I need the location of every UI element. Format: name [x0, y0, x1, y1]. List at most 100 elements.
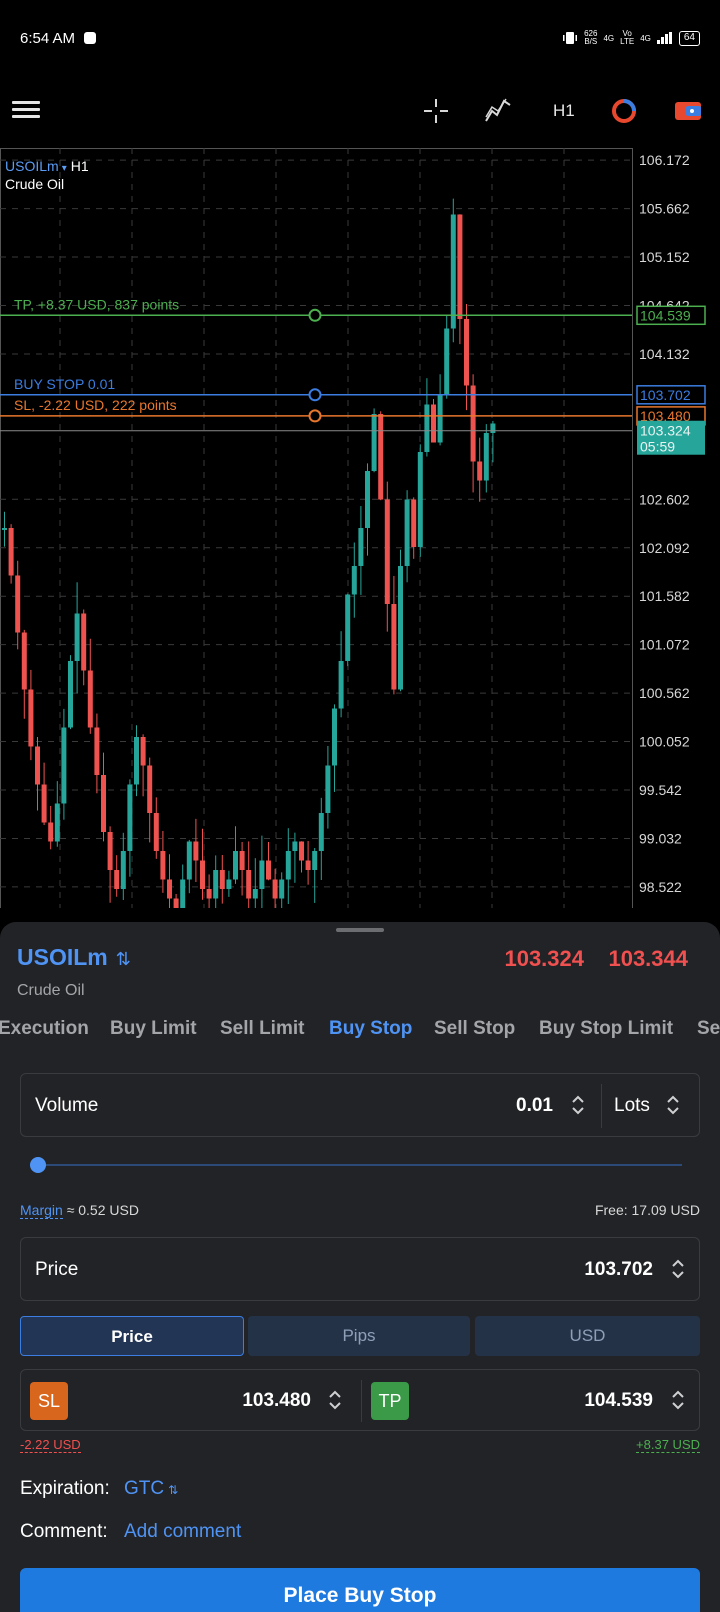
seg-pips[interactable]: Pips — [248, 1316, 470, 1356]
candle-body — [200, 860, 205, 889]
candle-body — [411, 499, 417, 547]
candle-body — [87, 670, 93, 728]
candle-body — [259, 860, 265, 889]
candle-body — [299, 841, 304, 861]
candle-body — [490, 423, 496, 433]
candle-body — [74, 613, 80, 661]
tp-profit-loss[interactable]: +8.37 USD — [636, 1437, 700, 1453]
volume-stepper-icon[interactable] — [571, 1094, 585, 1116]
price-tick-label: 102.092 — [639, 540, 690, 556]
buy-stop-label: BUY STOP 0.01 — [14, 376, 115, 392]
panel-drag-handle[interactable] — [336, 928, 384, 932]
candle-body — [48, 822, 54, 842]
candle-body — [312, 851, 318, 870]
candle-body — [81, 613, 87, 671]
candle-body — [450, 214, 456, 329]
candle-body — [61, 727, 67, 804]
candle-body — [206, 889, 212, 899]
sl-stepper-icon[interactable] — [328, 1389, 342, 1411]
price-value[interactable]: 103.702 — [584, 1259, 653, 1280]
volume-unit[interactable]: Lots — [614, 1095, 650, 1116]
tab-sell-stop-limit[interactable]: Se — [697, 1018, 720, 1039]
candle-body — [246, 870, 252, 899]
volume-slider-track[interactable] — [38, 1164, 682, 1166]
tp-stepper-icon[interactable] — [671, 1389, 685, 1411]
price-tick-label: 101.072 — [639, 637, 690, 653]
candle-body — [457, 214, 463, 319]
current-price-label: 103.324 — [640, 423, 691, 439]
seg-usd[interactable]: USD — [475, 1316, 700, 1356]
unit-stepper-icon[interactable] — [666, 1094, 680, 1116]
candle-body — [160, 851, 166, 880]
candle-body — [305, 860, 311, 870]
chart-symbol[interactable]: USOILm ▾ H1 — [5, 158, 89, 174]
candle-body — [233, 851, 238, 880]
price-tick-label: 105.662 — [639, 201, 690, 217]
candle-body — [193, 841, 199, 861]
current-price-box — [637, 420, 705, 455]
volume-value[interactable]: 0.01 — [516, 1095, 553, 1116]
chart-symbol-dropdown-icon[interactable]: ▾ — [61, 163, 67, 174]
indicators-icon[interactable] — [482, 95, 514, 127]
sl-badge: SL — [30, 1382, 68, 1420]
tab-execution[interactable]: Execution — [0, 1018, 89, 1039]
free-value: 17.09 USD — [631, 1202, 700, 1218]
volume-divider — [601, 1084, 602, 1128]
net3-label: 4G — [640, 33, 651, 43]
candle-body — [8, 528, 14, 576]
price-chart[interactable]: 106.172 105.662 105.152 104.642 104.132 102.6… — [0, 148, 720, 931]
candle-body — [21, 632, 27, 690]
candle-body — [365, 471, 370, 528]
tp-value[interactable]: 104.539 — [584, 1390, 653, 1411]
trade-colors-icon[interactable] — [608, 95, 640, 127]
volume-field[interactable]: Volume 0.01 Lots — [20, 1073, 700, 1137]
buy-stop-drag-handle — [308, 388, 322, 402]
candle-body — [266, 860, 271, 880]
candle-body — [272, 879, 278, 899]
tp-label: TP, +8.37 USD, 837 points — [14, 296, 179, 312]
candle-body — [35, 746, 40, 785]
margin-link[interactable]: Margin — [20, 1202, 63, 1219]
tab-buy-limit[interactable]: Buy Limit — [110, 1018, 197, 1039]
seg-price[interactable]: Price — [20, 1316, 244, 1356]
symbol-switch-icon[interactable]: ⇅ — [115, 949, 131, 969]
menu-icon[interactable] — [12, 97, 40, 125]
sl-drag-handle — [308, 409, 322, 423]
timeframe-button[interactable]: H1 — [553, 101, 575, 120]
price-stepper-icon[interactable] — [671, 1258, 685, 1280]
expiration-label: Expiration: — [20, 1478, 110, 1499]
tab-sell-stop[interactable]: Sell Stop — [434, 1018, 516, 1039]
candle-body — [114, 870, 120, 889]
account-icon[interactable] — [672, 95, 704, 127]
candle-body — [120, 851, 126, 889]
candle-body — [41, 784, 47, 823]
crosshair-icon[interactable] — [420, 95, 452, 127]
place-order-button[interactable]: Place Buy Stop — [20, 1568, 700, 1612]
chart-canvas[interactable]: 106.172105.662105.152104.642104.132102.6… — [0, 148, 720, 931]
candle-body — [219, 870, 225, 889]
volume-slider-knob[interactable] — [30, 1157, 46, 1173]
candle-body — [107, 832, 113, 870]
price-tick-label: 105.152 — [639, 249, 690, 265]
candle-body — [140, 737, 146, 766]
price-tick-label: 102.602 — [639, 491, 690, 507]
margin-value: ≈ 0.52 USD — [66, 1202, 139, 1218]
chart-description: Crude Oil — [5, 176, 65, 192]
symbol-name[interactable]: USOILm — [17, 944, 108, 970]
status-icons: 626 B/S 4G Vo LTE 4G 64 — [562, 30, 700, 46]
tab-sell-limit[interactable]: Sell Limit — [220, 1018, 305, 1039]
expiration-dropdown-icon[interactable]: ⇅ — [168, 1483, 179, 1497]
symbol-selector[interactable]: USOILm ⇅ — [17, 944, 131, 971]
chart-border — [0, 148, 633, 909]
comment-input[interactable]: Add comment — [124, 1521, 242, 1542]
tab-buy-stop[interactable]: Buy Stop — [329, 1018, 413, 1039]
price-field[interactable]: Price 103.702 — [20, 1237, 700, 1301]
sl-value[interactable]: 103.480 — [242, 1390, 311, 1411]
chart-symbol-name[interactable]: USOILm — [5, 158, 59, 174]
margin-info: Margin ≈ 0.52 USD — [20, 1202, 139, 1219]
candle-body — [54, 803, 60, 842]
expiration-selector[interactable]: GTC ⇅ — [124, 1478, 179, 1499]
sl-profit-loss[interactable]: -2.22 USD — [20, 1437, 81, 1453]
tab-buy-stop-limit[interactable]: Buy Stop Limit — [539, 1018, 674, 1039]
sl-tp-field: SL 103.480 TP 104.539 — [20, 1369, 700, 1431]
